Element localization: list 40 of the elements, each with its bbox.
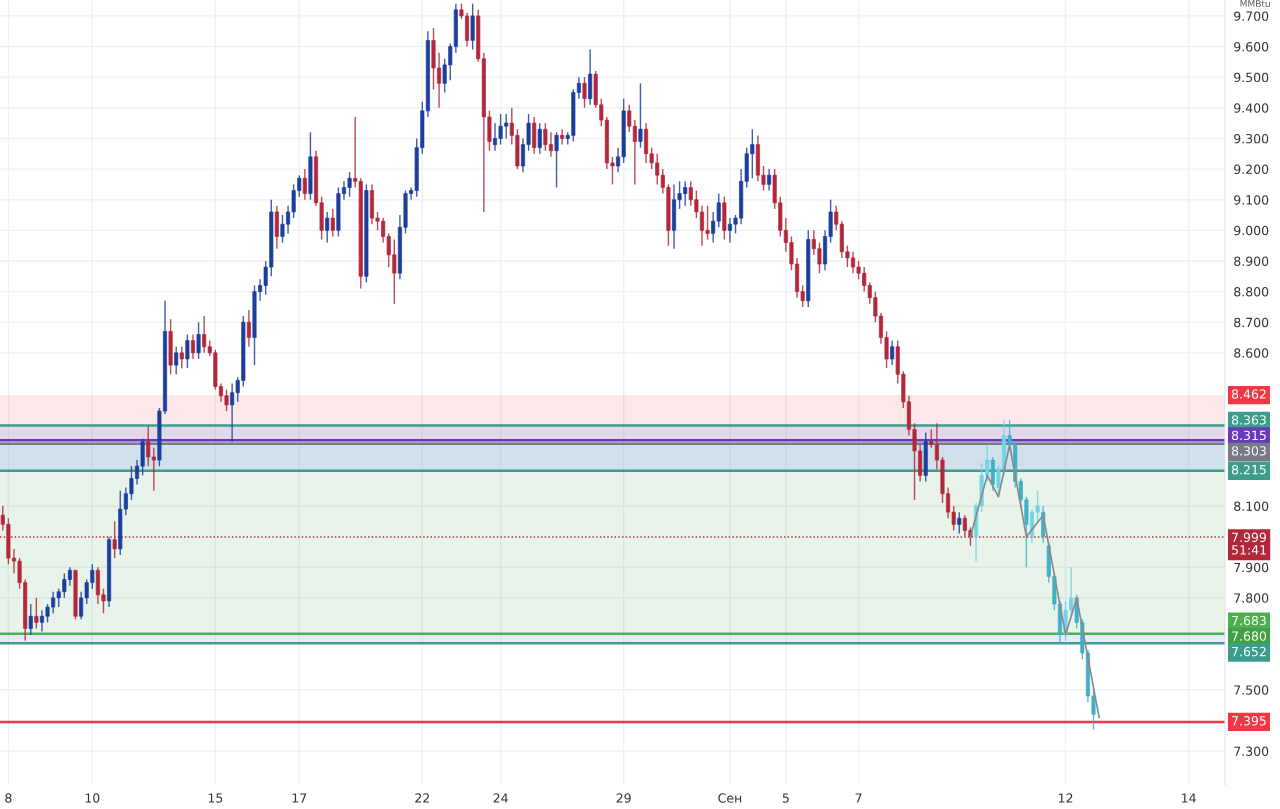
y-tick-label: 7.900	[1234, 562, 1269, 573]
x-tick-label: 24	[493, 793, 508, 803]
y-tick-label: 8.100	[1234, 501, 1269, 511]
y-tick-label: 7.300	[1234, 746, 1269, 756]
ref-line-label: 7.652	[1232, 646, 1266, 657]
ref-line-label: 7.999 51:41	[1232, 532, 1266, 555]
y-tick-label: 9.700	[1234, 11, 1269, 21]
ref-line-label: 7.395	[1232, 716, 1266, 726]
y-tick-label: 9.300	[1234, 133, 1269, 144]
x-tick-label: 10	[85, 793, 100, 803]
y-tick-label: 9.200	[1234, 164, 1269, 174]
band-label: 8.462	[1231, 389, 1266, 399]
ref-line-label: 8.303	[1231, 446, 1266, 456]
ref-line-label: 7.683	[1232, 615, 1266, 626]
x-tick-label: 17	[292, 793, 307, 803]
y-tick-label: 7.800	[1234, 593, 1269, 603]
y-tick-label: 8.600	[1234, 348, 1269, 358]
y-tick-label: 8.800	[1234, 287, 1269, 297]
ref-line-label: 8.315	[1231, 430, 1266, 441]
x-tick-label: 22	[415, 793, 429, 803]
y-tick-label: 9.000	[1234, 225, 1269, 236]
x-tick-label: 29	[616, 793, 631, 803]
band-label: 7.680	[1232, 631, 1267, 641]
x-tick-label: 7	[855, 793, 862, 803]
y-tick-label: 9.400	[1234, 103, 1269, 113]
x-tick-label: Сен	[718, 793, 742, 803]
x-tick-label: 5	[782, 793, 789, 803]
x-tick-label: 15	[208, 793, 223, 803]
y-tick-label: 8.700	[1234, 317, 1269, 328]
ref-line-label: 8.363	[1231, 415, 1266, 425]
ref-line-label: 8.215	[1231, 464, 1266, 475]
x-tick-label: 14	[1182, 793, 1196, 803]
x-tick-label: 12	[1058, 793, 1073, 803]
y-tick-label: 9.600	[1234, 42, 1269, 52]
y-tick-label: 7.500	[1234, 685, 1269, 695]
y-tick-label: 9.500	[1234, 72, 1269, 83]
y-tick-label: 8.900	[1234, 256, 1269, 266]
y-tick-label: 9.100	[1234, 195, 1269, 205]
y-axis-title: MMBtu	[1240, 0, 1270, 7]
x-tick-label: 8	[5, 793, 12, 803]
